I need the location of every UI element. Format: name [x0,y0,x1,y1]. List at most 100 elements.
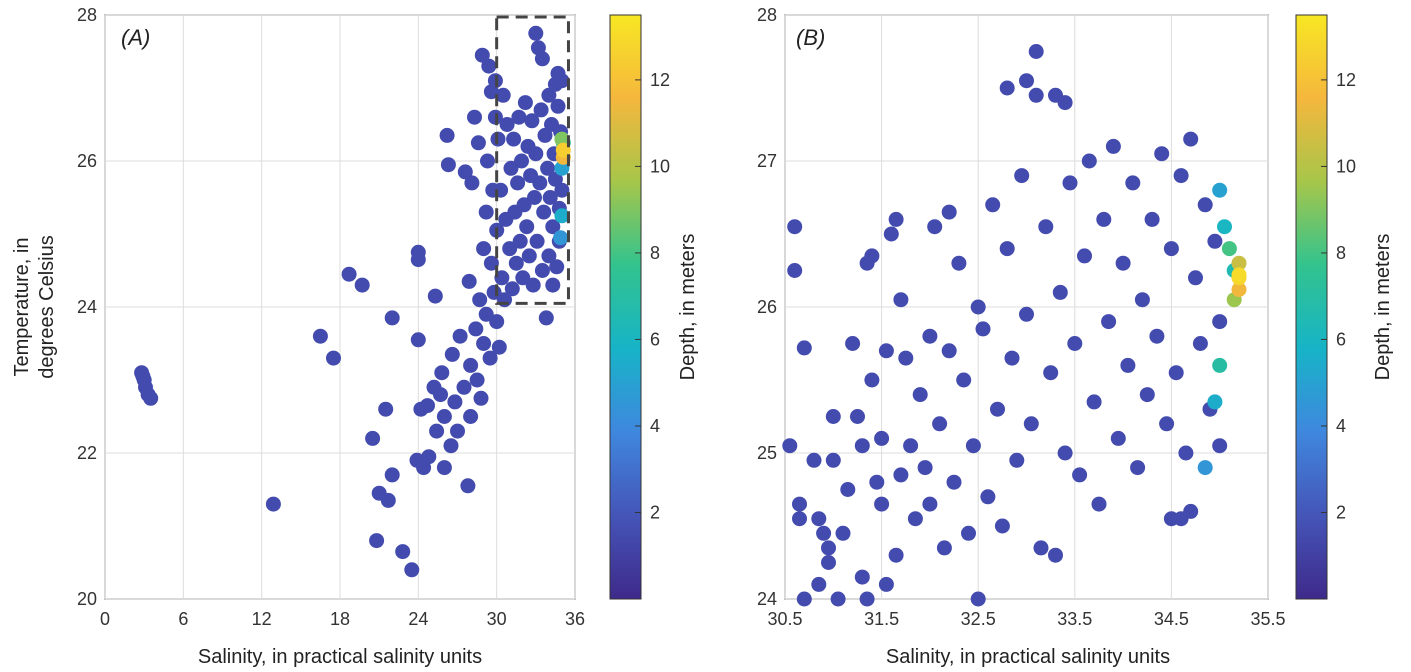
panel-b-data-point [878,576,894,592]
panel-a-data-point [534,51,550,67]
panel-a-data-point [354,277,370,293]
panel-a-data-point [525,277,541,293]
panel-b-data-point [1178,445,1194,461]
panel-a-data-point [312,328,328,344]
panel-b-data-point [792,496,807,512]
panel-b-data-point [1004,350,1020,366]
panel-b-data-point [811,576,827,592]
panel-b-data-point [1183,131,1199,147]
panel-b-data-point [1028,44,1044,59]
panel-a-colorbar-tick-label: 4 [650,416,660,436]
panel-b-data-point [1159,416,1175,432]
panel-b-x-tick-labels: 30.5 31.5 32.5 33.5 34.5 35.5 [767,609,1285,629]
panel-b-data-point [1125,175,1141,191]
panel-b-data-point [1048,547,1063,563]
panel-a-x-tick-label: 12 [252,609,272,629]
panel-b-y-tick-label: 28 [757,5,777,25]
panel-b-data-point [1130,460,1146,476]
panel-a-data-point [524,113,540,129]
panel-b-x-tick-label: 30.5 [767,609,802,629]
panel-b-data-point [825,409,841,424]
panel-b-data-point [1192,336,1208,351]
panel-a-data-point [436,460,452,476]
panel-a-data-point [478,306,494,322]
panel-a-data-point [481,58,497,74]
panel-b-y-tick-labels: 24 25 26 27 28 [757,5,777,609]
panel-a-data-point [369,533,385,549]
panel-a-data-point [384,310,400,326]
panel-b-data-point [888,211,904,227]
panel-b-data-point [830,591,846,607]
panel-a-data-point [404,562,420,578]
panel-b-data-point [787,263,803,278]
panel-a-data-point [478,204,494,220]
panel-a-colorbar-ticks: 2 4 6 8 10 12 [635,70,670,522]
panel-b-data-point [1221,241,1237,257]
panel-b-data-point [1183,503,1199,519]
panel-a-x-tick-label: 0 [100,609,110,629]
panel-b-data-point [1009,452,1025,468]
panel-b-data-point [1207,233,1223,249]
panel-a-data-point [326,350,341,366]
panel-a-data-point [554,131,570,147]
panel-b-data-point [811,511,827,527]
panel-b-data-point [1120,357,1136,373]
panel-b-data-point [1101,314,1117,330]
panel-b-data-point [903,438,919,454]
panel-a-data-point [499,117,515,132]
panel-a-data-point [542,190,558,205]
panel-b-x-tick-label: 35.5 [1250,609,1285,629]
panel-b-data-point [854,569,870,585]
panel-b-data-point [1067,336,1083,351]
panel-b-data-point [1028,87,1044,103]
panel-b-data-point [874,430,890,446]
panel-a-data-point [384,467,400,483]
panel-a-data-point [528,146,544,162]
panel-a-data-point [491,339,507,355]
panel-a-colorbar-tick-label: 8 [650,243,660,263]
panel-b-colorbar-gradient [1295,14,1328,600]
panel-a-data-point [519,219,535,235]
panel-b-data-point [1134,292,1150,308]
panel-b-data-point [1110,430,1126,446]
panel-a-data-point [444,346,460,362]
panel-b-data-point [1019,73,1034,89]
panel-b-colorbar-tick-label: 8 [1336,243,1346,263]
panel-b-data-point [917,460,933,476]
panel-a-x-tick-label: 18 [330,609,350,629]
panel-b-data-point [936,540,952,556]
panel-b-y-tick-label: 25 [757,443,777,463]
panel-b-x-tick-label: 32.5 [961,609,996,629]
panel-a-data-point [143,390,159,406]
panel-b-data-point [874,496,890,512]
panel-a-data-point [427,288,443,304]
panel-a-y-tick-labels: 20 22 24 26 28 [77,5,97,609]
panel-b-data-point [840,482,856,497]
panel-b-x-tick-label: 33.5 [1057,609,1092,629]
panel-a-data-point [480,153,495,169]
panel-a-data-point [395,544,411,560]
panel-a-data-point [538,310,554,326]
panel-a-data-point [378,401,394,417]
panel-a-colorbar-label: Depth, in meters [677,234,699,381]
panel-a-data-point [554,208,570,224]
panel-b-data-point [1144,211,1160,227]
panel-a-data-point [553,230,569,246]
panel-a-data-point [503,160,519,176]
panel-a-data-point [410,252,426,268]
panel-a-data-point [528,25,544,41]
panel-a-data-point [433,387,448,403]
panel-a-data-point [516,197,532,213]
panel-a-data-point [545,219,561,235]
panel-b-data-point [816,525,832,541]
panel-a-data-point [508,255,524,271]
panel-b-data-point [1043,365,1059,381]
panel-b-data-point [821,540,836,556]
panel-a-data-point [461,273,477,289]
panel-a-data-point [440,157,456,173]
panel-b-data-point [975,321,991,337]
panel-b-data-point [985,197,1001,213]
panel-b-data-point [1139,387,1155,403]
panel-a-data-point [463,357,479,373]
panel-b-data-point [1014,168,1030,184]
